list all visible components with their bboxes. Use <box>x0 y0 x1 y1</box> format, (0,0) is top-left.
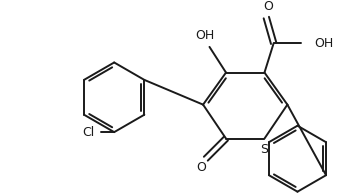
Text: OH: OH <box>314 37 333 50</box>
Text: O: O <box>263 0 273 13</box>
Text: OH: OH <box>195 29 214 42</box>
Text: O: O <box>196 161 206 174</box>
Text: S: S <box>261 143 269 156</box>
Text: Cl: Cl <box>82 126 94 139</box>
